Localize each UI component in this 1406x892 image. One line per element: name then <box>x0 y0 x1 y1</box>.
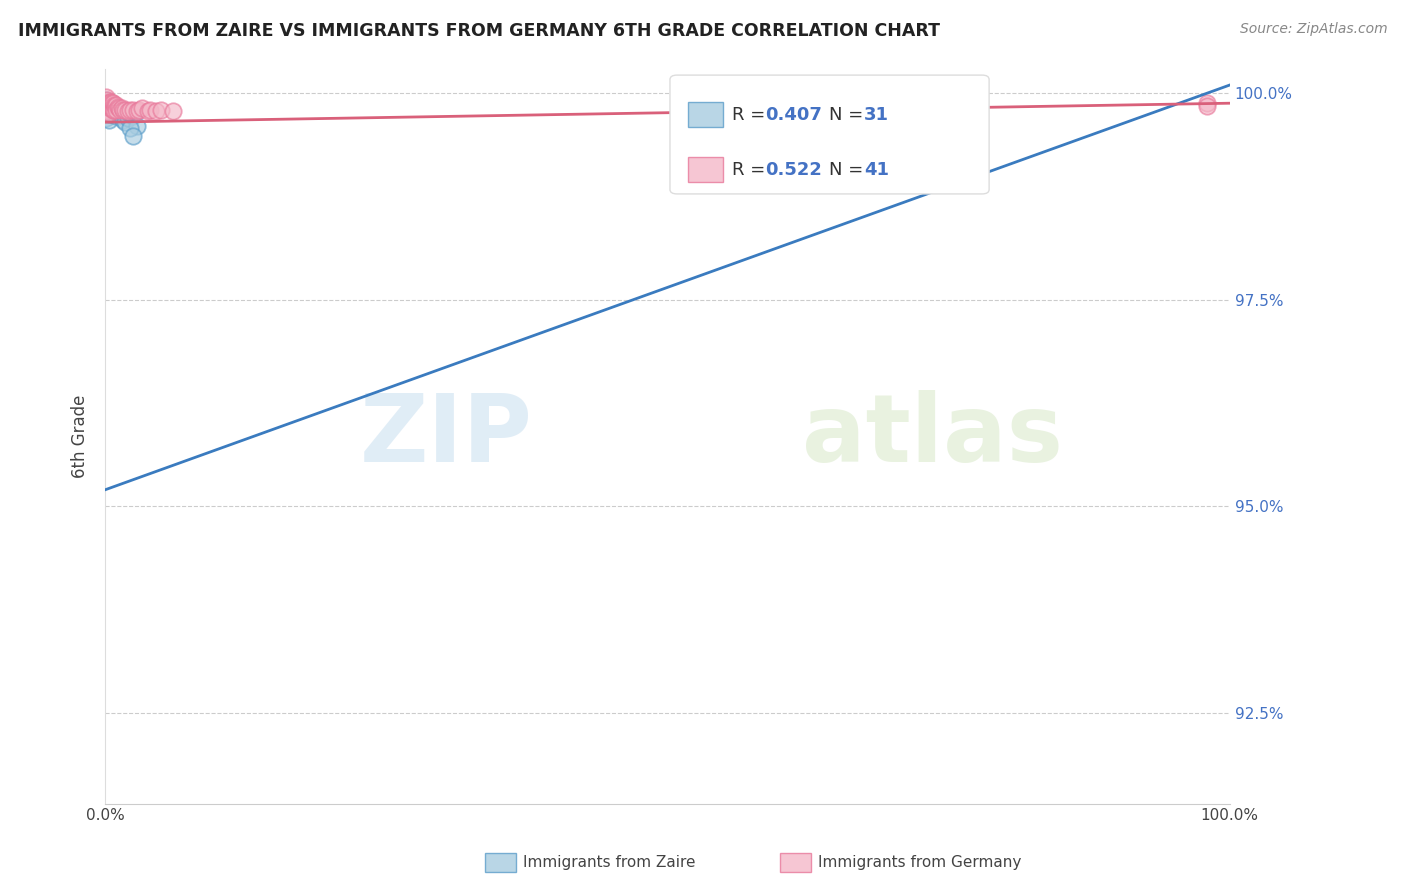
Text: 31: 31 <box>863 106 889 124</box>
Point <box>107 101 129 115</box>
Point <box>105 103 128 117</box>
Point <box>107 104 129 119</box>
Point <box>97 104 120 119</box>
Point <box>96 93 118 107</box>
Point <box>108 110 131 124</box>
Point <box>125 104 148 119</box>
Point <box>117 104 139 119</box>
Point <box>105 98 128 112</box>
Text: R =: R = <box>733 106 770 124</box>
Text: N =: N = <box>830 106 869 124</box>
Text: Source: ZipAtlas.com: Source: ZipAtlas.com <box>1240 22 1388 37</box>
Point <box>112 103 135 117</box>
Point <box>97 96 120 111</box>
Point <box>97 106 120 120</box>
Point <box>105 103 128 117</box>
Point <box>111 107 134 121</box>
Point <box>96 96 118 111</box>
Point <box>98 101 121 115</box>
Point <box>96 93 118 107</box>
Point <box>108 103 131 117</box>
Point <box>103 103 125 117</box>
Point <box>107 99 129 113</box>
Point <box>122 110 145 124</box>
Point <box>111 101 134 115</box>
Point <box>1197 98 1219 112</box>
Text: 0.407: 0.407 <box>766 106 823 124</box>
Point <box>131 101 153 115</box>
Text: IMMIGRANTS FROM ZAIRE VS IMMIGRANTS FROM GERMANY 6TH GRADE CORRELATION CHART: IMMIGRANTS FROM ZAIRE VS IMMIGRANTS FROM… <box>18 22 941 40</box>
Point <box>98 96 121 111</box>
Text: 0.522: 0.522 <box>766 161 823 178</box>
Point <box>96 103 118 117</box>
Text: Immigrants from Zaire: Immigrants from Zaire <box>523 855 696 870</box>
Y-axis label: 6th Grade: 6th Grade <box>72 394 89 478</box>
Point <box>101 101 124 115</box>
Point <box>118 103 141 117</box>
Point <box>145 104 167 119</box>
Point <box>125 120 148 134</box>
Point <box>96 98 118 112</box>
Point <box>101 96 124 111</box>
Text: R =: R = <box>733 161 770 178</box>
Point <box>96 111 118 125</box>
Text: 41: 41 <box>863 161 889 178</box>
Point <box>98 107 121 121</box>
Point <box>105 110 128 124</box>
Point <box>100 96 122 111</box>
Point <box>122 129 145 144</box>
Point <box>101 103 124 117</box>
Point <box>101 98 124 112</box>
Point <box>96 103 118 117</box>
Text: Immigrants from Germany: Immigrants from Germany <box>818 855 1022 870</box>
Point <box>118 120 141 135</box>
Point <box>150 103 173 117</box>
Point <box>96 107 118 121</box>
Point <box>100 104 122 119</box>
Point <box>114 103 136 117</box>
Point <box>118 107 141 121</box>
Text: N =: N = <box>830 161 869 178</box>
Text: ZIP: ZIP <box>360 390 533 482</box>
Point <box>101 107 124 121</box>
Point <box>96 90 118 104</box>
Point <box>107 104 129 119</box>
Point <box>100 100 122 114</box>
Point <box>162 104 184 119</box>
Point <box>117 111 139 125</box>
Point <box>139 103 162 117</box>
Point <box>100 95 122 109</box>
Point <box>114 115 136 129</box>
Point <box>101 96 124 111</box>
Point <box>98 98 121 112</box>
Point <box>101 103 124 117</box>
Point <box>104 104 127 119</box>
Point <box>104 98 127 112</box>
Point <box>97 100 120 114</box>
Point <box>96 98 118 112</box>
Point <box>136 104 159 119</box>
Point <box>122 103 145 117</box>
Point <box>1197 96 1219 111</box>
Point <box>112 112 135 127</box>
Point <box>96 104 118 119</box>
Point <box>97 112 120 127</box>
Text: atlas: atlas <box>803 390 1063 482</box>
Point <box>128 103 150 117</box>
Point <box>103 104 125 119</box>
Point <box>97 95 120 109</box>
Point <box>103 98 125 112</box>
